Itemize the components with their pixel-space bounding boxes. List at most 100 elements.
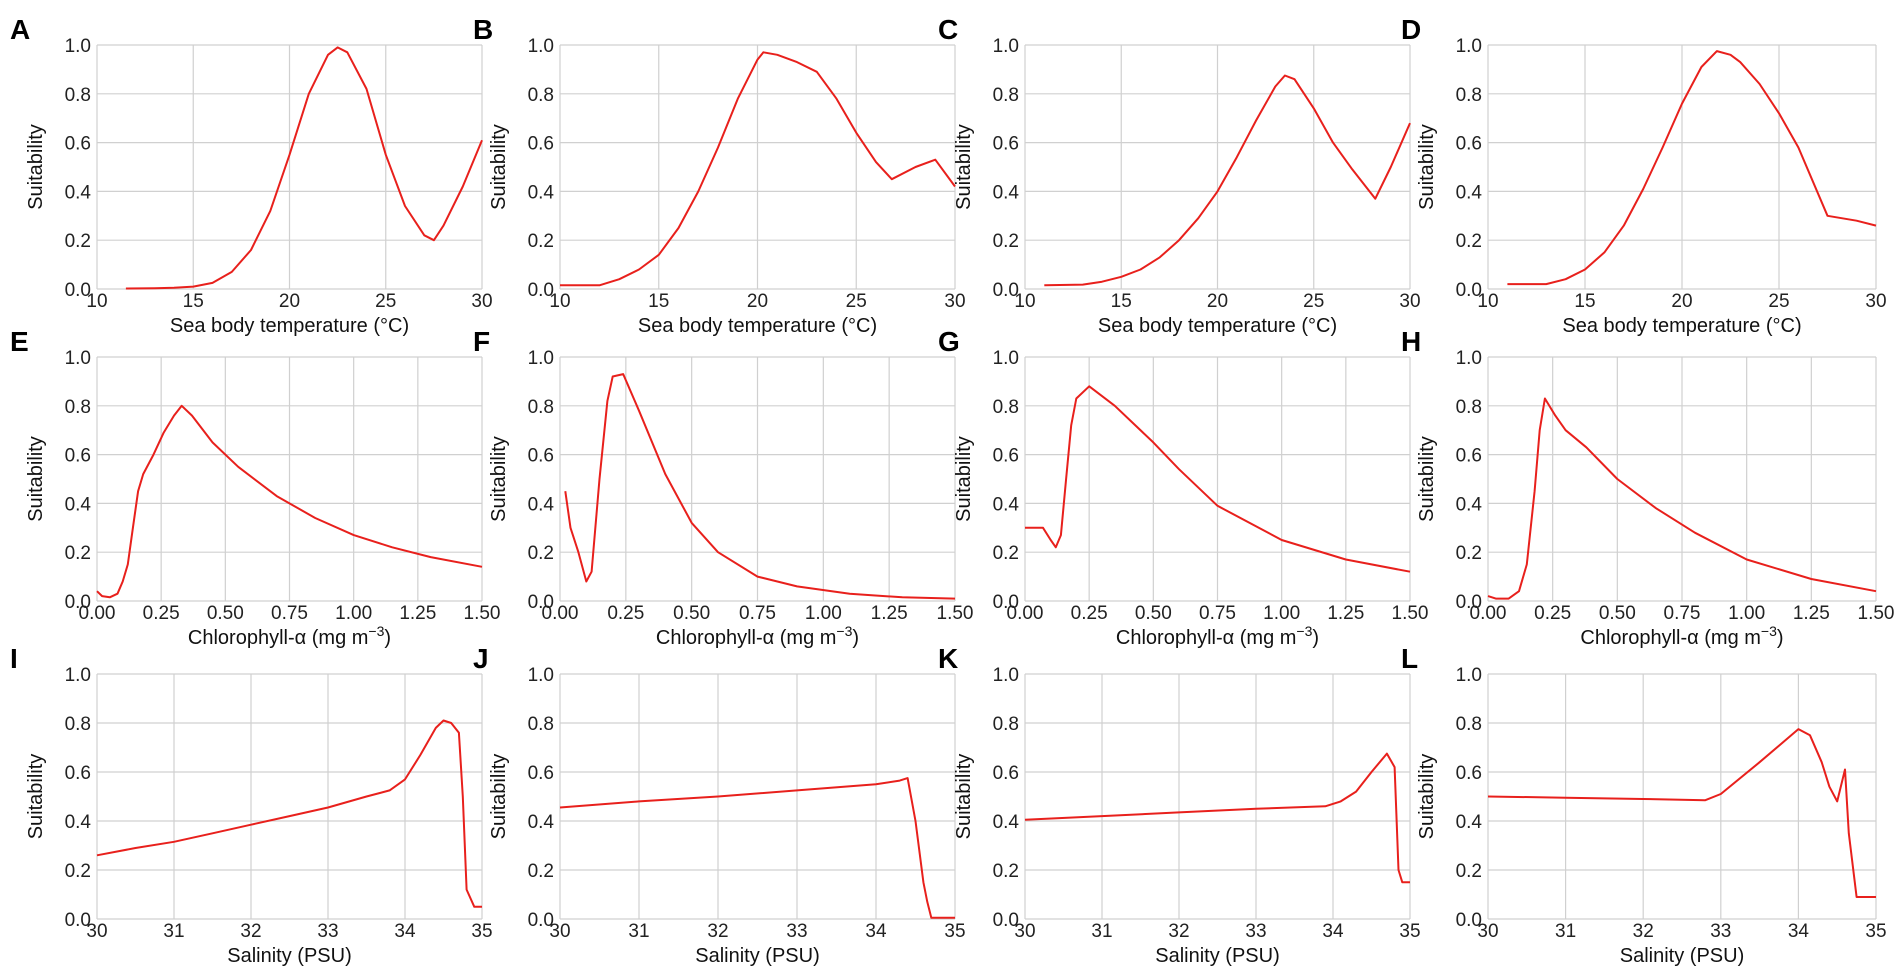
x-tick-label: 30 xyxy=(1865,291,1886,312)
y-tick-label: 0.6 xyxy=(65,446,91,467)
y-tick-label: 0.4 xyxy=(1456,182,1483,203)
chart-panel-i: 0.0 0.2 0.4 0.6 0.8 1.0 30 31 32 33 34 35 Salinity (… xyxy=(10,643,493,967)
y-axis-label: Suitability xyxy=(1416,436,1438,522)
x-tick-label: 0.25 xyxy=(1534,603,1571,624)
panel-letter-f: F xyxy=(473,326,490,357)
panel-letter-h: H xyxy=(1401,326,1421,357)
x-tick-label: 32 xyxy=(1168,921,1189,942)
x-tick-label: 30 xyxy=(549,921,570,942)
x-tick-label: 0.75 xyxy=(271,603,308,624)
y-tick-label: 0.6 xyxy=(65,134,91,155)
panel-letter-g: G xyxy=(938,326,960,357)
x-axis-label: Sea body temperature (°C) xyxy=(170,315,409,337)
x-tick-label: 10 xyxy=(549,291,570,312)
x-tick-label: 20 xyxy=(747,291,768,312)
panel-letter-a: A xyxy=(10,14,30,45)
y-tick-label: 0.8 xyxy=(993,714,1019,735)
y-tick-label: 0.4 xyxy=(65,494,92,515)
y-tick-label: 0.2 xyxy=(993,861,1019,882)
y-tick-label: 0.0 xyxy=(993,910,1019,931)
y-tick-label: 0.8 xyxy=(1456,85,1482,106)
x-axis-label: Sea body temperature (°C) xyxy=(1562,315,1801,337)
y-tick-label: 0.0 xyxy=(65,280,91,301)
y-tick-label: 0.0 xyxy=(1456,592,1482,613)
x-tick-label: 0.75 xyxy=(739,603,776,624)
x-tick-label: 0.50 xyxy=(207,603,244,624)
x-axis-label: Salinity (PSU) xyxy=(1620,945,1744,967)
x-tick-label: 0.00 xyxy=(1470,603,1507,624)
chart-panel-e: 0.0 0.2 0.4 0.6 0.8 1.0 0.00 0.25 0.50 0.75 1.00 1.… xyxy=(10,326,500,649)
y-axis-label: Suitability xyxy=(25,754,47,840)
x-tick-label: 0.50 xyxy=(673,603,710,624)
series-line-e xyxy=(96,404,483,599)
y-tick-label: 1.0 xyxy=(993,348,1019,369)
y-tick-label: 0.0 xyxy=(65,910,91,931)
x-tick-label: 30 xyxy=(1399,291,1420,312)
series-line-b xyxy=(560,51,956,287)
y-tick-label: 0.6 xyxy=(528,134,554,155)
y-tick-label: 0.2 xyxy=(1456,861,1482,882)
x-tick-label: 33 xyxy=(1245,921,1266,942)
x-tick-label: 1.50 xyxy=(937,603,974,624)
x-tick-label: 1.50 xyxy=(1858,603,1895,624)
y-axis-label: Suitability xyxy=(953,436,975,522)
y-tick-label: 0.8 xyxy=(528,85,554,106)
x-tick-label: 1.25 xyxy=(399,603,436,624)
x-tick-label: 30 xyxy=(471,291,492,312)
y-tick-label: 1.0 xyxy=(528,36,554,57)
x-tick-label: 0.75 xyxy=(1199,603,1236,624)
series-line-g xyxy=(1025,385,1411,573)
x-tick-label: 35 xyxy=(944,921,965,942)
panel-letter-b: B xyxy=(473,14,493,45)
x-tick-label: 1.00 xyxy=(805,603,842,624)
y-tick-label: 0.2 xyxy=(65,231,91,252)
y-tick-label: 0.6 xyxy=(65,763,91,784)
y-tick-label: 0.0 xyxy=(1456,910,1482,931)
x-tick-label: 32 xyxy=(707,921,728,942)
x-tick-label: 15 xyxy=(183,291,204,312)
y-tick-label: 0.6 xyxy=(1456,763,1482,784)
x-tick-label: 31 xyxy=(628,921,649,942)
series-line-f xyxy=(564,373,956,600)
x-axis-label: Chlorophyll-α (mg m−3) xyxy=(1580,623,1783,649)
chart-panel-h: 0.0 0.2 0.4 0.6 0.8 1.0 0.00 0.25 0.50 0.75 1.00 1.… xyxy=(1401,326,1894,649)
x-axis-label: Sea body temperature (°C) xyxy=(638,315,877,337)
y-tick-label: 0.8 xyxy=(1456,397,1482,418)
y-tick-label: 0.8 xyxy=(65,397,91,418)
panel-letter-e: E xyxy=(10,326,29,357)
x-tick-label: 33 xyxy=(786,921,807,942)
x-tick-label: 20 xyxy=(279,291,300,312)
x-axis-label: Chlorophyll-α (mg m−3) xyxy=(188,623,391,649)
x-tick-label: 33 xyxy=(1710,921,1731,942)
y-tick-label: 0.2 xyxy=(528,231,554,252)
x-tick-label: 25 xyxy=(375,291,396,312)
x-tick-label: 15 xyxy=(1111,291,1132,312)
x-axis-label: Salinity (PSU) xyxy=(1155,945,1279,967)
x-tick-label: 1.00 xyxy=(1263,603,1300,624)
y-tick-label: 0.6 xyxy=(993,134,1019,155)
x-tick-label: 34 xyxy=(865,921,887,942)
y-tick-label: 0.2 xyxy=(528,543,554,564)
y-tick-label: 0.2 xyxy=(65,861,91,882)
y-tick-label: 0.4 xyxy=(528,182,555,203)
y-tick-label: 0.4 xyxy=(1456,494,1483,515)
x-tick-label: 25 xyxy=(1303,291,1324,312)
y-tick-label: 0.8 xyxy=(993,397,1019,418)
y-tick-label: 0.0 xyxy=(1456,280,1482,301)
x-axis-label: Sea body temperature (°C) xyxy=(1098,315,1337,337)
x-tick-label: 31 xyxy=(1091,921,1112,942)
x-tick-label: 31 xyxy=(163,921,184,942)
chart-panel-j: 0.0 0.2 0.4 0.6 0.8 1.0 30 31 32 33 34 35 Salinity (… xyxy=(473,643,966,967)
series-line-c xyxy=(1044,74,1411,287)
y-tick-label: 0.6 xyxy=(1456,134,1482,155)
panel-letter-c: C xyxy=(938,14,958,45)
panel-letter-i: I xyxy=(10,643,18,674)
x-tick-label: 30 xyxy=(86,921,107,942)
x-tick-label: 20 xyxy=(1207,291,1228,312)
chart-panel-f: 0.0 0.2 0.4 0.6 0.8 1.0 0.00 0.25 0.50 0.75 1.00 1.… xyxy=(473,326,973,649)
y-tick-label: 0.0 xyxy=(993,280,1019,301)
y-tick-label: 1.0 xyxy=(993,665,1019,686)
x-tick-label: 1.25 xyxy=(1327,603,1364,624)
y-axis-label: Suitability xyxy=(488,124,510,210)
x-tick-label: 1.00 xyxy=(335,603,372,624)
